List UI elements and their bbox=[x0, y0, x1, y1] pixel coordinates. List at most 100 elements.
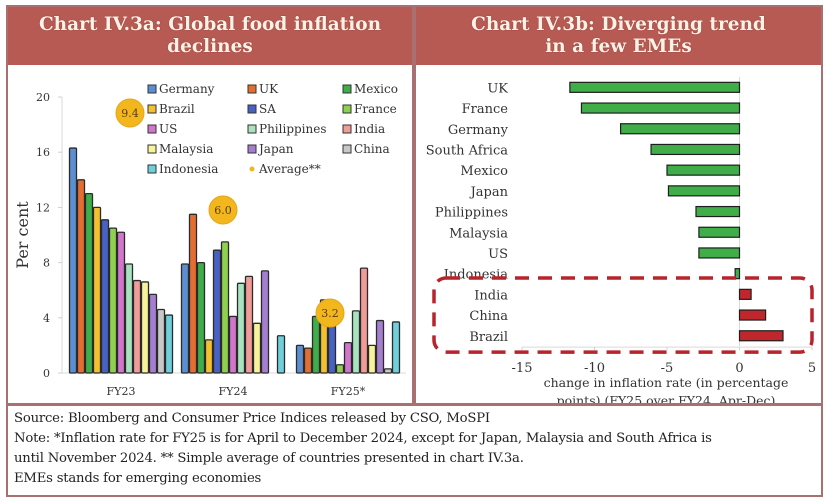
bar-uk bbox=[569, 81, 741, 93]
bar-us-fy25 bbox=[343, 341, 353, 374]
category-label: India bbox=[474, 288, 508, 303]
bar-chart-food-inflation: 0 4 8 12 16 20 Per cent FY23 FY24 FY25* 9.4 6.0 3.2 G… bbox=[13, 82, 406, 398]
bar-japan-fy23 bbox=[148, 293, 158, 374]
bar-south-africa bbox=[650, 143, 741, 156]
average-label: 6.0 bbox=[214, 204, 232, 217]
legend-swatch bbox=[247, 144, 257, 154]
category-label: Indonesia bbox=[444, 268, 509, 283]
bar-france-fy24 bbox=[220, 241, 230, 374]
bar-india bbox=[738, 288, 752, 300]
chart-title-left-line2: declines bbox=[167, 36, 253, 57]
bar-philippines-fy24 bbox=[236, 282, 246, 374]
x-tick-label: 5 bbox=[808, 361, 816, 376]
legend-swatch bbox=[342, 104, 352, 114]
x-axis-label-line1: change in inflation rate (in percentage bbox=[544, 375, 789, 390]
bar-france bbox=[580, 102, 741, 114]
chart-title-right-line1: Chart IV.3b: Diverging trend bbox=[471, 14, 766, 35]
x-tick-label: 0 bbox=[735, 361, 743, 376]
chart-footnotes: Source: Bloomberg and Consumer Price Ind… bbox=[6, 405, 823, 497]
y-tick-label: 8 bbox=[43, 257, 50, 270]
average-marker bbox=[208, 195, 238, 225]
y-tick-label: 0 bbox=[43, 367, 50, 380]
legend-label: Indonesia bbox=[159, 162, 218, 176]
bar-indonesia-fy25 bbox=[391, 321, 401, 374]
category-label: France bbox=[462, 102, 509, 117]
bar-chart-inflation-change: UK France Germany South Africa Mexico Japan Ph… bbox=[426, 77, 816, 403]
category-label: China bbox=[469, 309, 508, 324]
bar-france-fy23 bbox=[108, 227, 118, 374]
bar-uk-fy24 bbox=[188, 213, 198, 374]
x-category-label: FY25* bbox=[331, 385, 366, 398]
bar-malaysia-fy23 bbox=[140, 281, 150, 374]
bar-us-fy24 bbox=[228, 315, 238, 374]
legend-swatch bbox=[342, 84, 352, 94]
bar-us-fy23 bbox=[116, 231, 126, 374]
chart-title-right-line2: in a few EMEs bbox=[545, 36, 692, 57]
legend-swatch bbox=[147, 124, 157, 134]
legend-label: Philippines bbox=[259, 122, 327, 136]
legend-label: US bbox=[159, 122, 177, 136]
legend-swatch bbox=[342, 124, 352, 134]
category-label: Germany bbox=[448, 123, 509, 138]
bar-india-fy24 bbox=[244, 275, 254, 374]
bar-germany-fy24 bbox=[180, 263, 190, 374]
legend-label: France bbox=[354, 102, 397, 116]
bar-malaysia-fy25 bbox=[367, 344, 377, 374]
bar-mexico-fy25 bbox=[311, 315, 321, 374]
legend-swatch bbox=[247, 124, 257, 134]
legend-label: Japan bbox=[257, 142, 294, 156]
bar-china-fy25 bbox=[383, 368, 393, 374]
x-category-label: FY23 bbox=[107, 385, 136, 398]
chart-title-left: Chart IV.3a: Global food inflation decli… bbox=[8, 7, 412, 65]
bar-brazil-fy24 bbox=[204, 339, 214, 374]
x-tick-label: -5 bbox=[661, 361, 674, 376]
highlight-box-emes bbox=[432, 276, 814, 354]
bar-germany-fy23 bbox=[68, 147, 78, 374]
chart-title-left-line1: Chart IV.3a: Global food inflation bbox=[38, 14, 382, 35]
legend-label: India bbox=[354, 122, 385, 136]
emes-note: EMEs stands for emerging economies bbox=[14, 471, 262, 486]
category-label: Philippines bbox=[435, 206, 508, 221]
bar-brazil-fy23 bbox=[92, 206, 102, 374]
average-marker bbox=[115, 98, 145, 128]
bar-uk-fy23 bbox=[76, 179, 86, 374]
bar-uk-fy25 bbox=[303, 347, 313, 374]
legend-swatch bbox=[147, 164, 157, 174]
chart-title-right: Chart IV.3b: Diverging trend in a few EM… bbox=[416, 7, 821, 65]
category-label: Brazil bbox=[469, 330, 508, 345]
legend-swatch bbox=[342, 144, 352, 154]
note-line-1: Note: *Inflation rate for FY25 is for Ap… bbox=[14, 431, 712, 446]
y-tick-label: 20 bbox=[36, 91, 50, 104]
bar-mexico-fy23 bbox=[84, 192, 94, 374]
category-label: UK bbox=[487, 81, 508, 96]
bar-japan bbox=[667, 185, 741, 197]
category-label: Japan bbox=[469, 185, 509, 200]
legend-swatch bbox=[247, 84, 257, 94]
legend-label: Average** bbox=[258, 162, 321, 176]
bar-indonesia-fy24 bbox=[276, 335, 286, 374]
legend-swatch bbox=[147, 144, 157, 154]
chart-panel-diverging-trend: Chart IV.3b: Diverging trend in a few EM… bbox=[414, 5, 823, 405]
x-category-label: FY24 bbox=[219, 385, 248, 398]
bar-mexico-fy24 bbox=[196, 261, 206, 374]
legend-label: Malaysia bbox=[159, 142, 213, 156]
y-axis-label: Per cent bbox=[13, 201, 32, 269]
bar-india-fy23 bbox=[132, 279, 142, 374]
legend-label: Mexico bbox=[354, 82, 398, 96]
legend-label: Brazil bbox=[159, 102, 195, 116]
bar-indonesia bbox=[734, 268, 741, 280]
bar-philippines-fy23 bbox=[124, 263, 134, 374]
bar-sa-fy23 bbox=[100, 219, 110, 374]
bar-mexico bbox=[666, 164, 741, 176]
legend-label: China bbox=[354, 142, 390, 156]
y-tick-label: 4 bbox=[43, 312, 50, 325]
category-label: Mexico bbox=[460, 164, 508, 179]
bar-malaysia bbox=[698, 226, 741, 238]
bar-india-fy25 bbox=[359, 267, 369, 374]
legend-label: Germany bbox=[159, 82, 215, 96]
bar-philippines-fy25 bbox=[351, 310, 361, 374]
bar-japan-fy25 bbox=[375, 319, 385, 374]
bar-us bbox=[698, 247, 741, 259]
bar-philippines bbox=[695, 205, 741, 218]
y-tick-label: 12 bbox=[36, 201, 50, 214]
